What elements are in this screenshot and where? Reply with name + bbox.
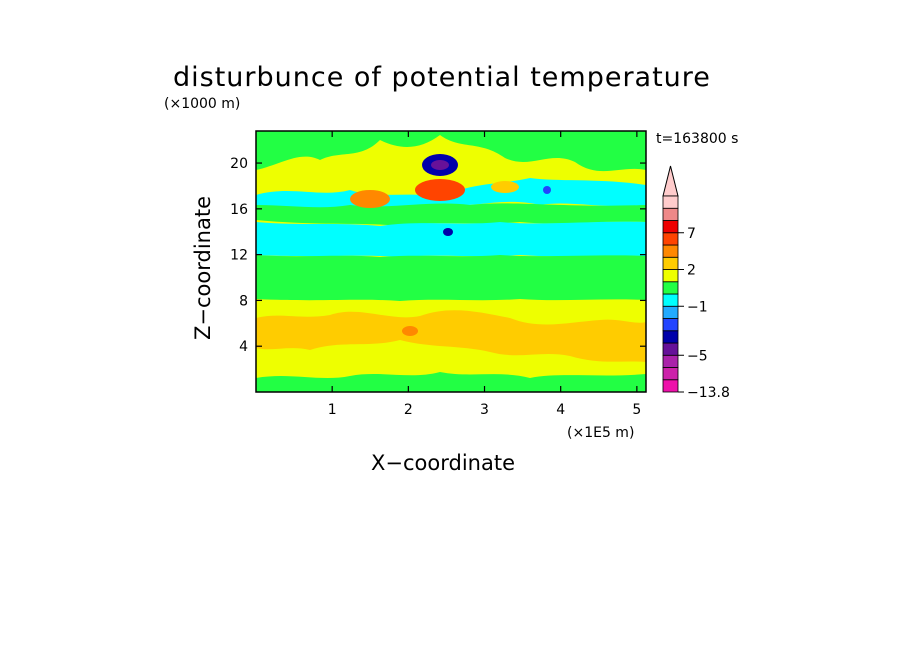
band-green-top: [256, 131, 646, 172]
colorbar-cell: [662, 354, 679, 368]
colorbar-cell: [662, 342, 679, 356]
band-green: [256, 255, 646, 301]
colorbar-cell: [662, 195, 679, 209]
y-tick-label: 12: [230, 248, 248, 264]
colorbar: 7 2 −1 −5 −13.8: [662, 165, 730, 401]
colorbar-label: −1: [687, 299, 708, 315]
y-tick-label: 4: [239, 339, 248, 355]
colorbar-cell: [662, 281, 679, 295]
colorbar-label: −5: [687, 348, 708, 364]
chart-title: disturbunce of potential temperature: [173, 62, 711, 93]
x-tick-label: 1: [328, 402, 337, 418]
x-tick-label: 2: [404, 402, 413, 418]
feature-orange-mid: [491, 181, 519, 193]
contour-field: [256, 131, 646, 392]
colorbar-label: 7: [687, 226, 696, 242]
x-axis-ticks: 1 2 3 4 5: [328, 131, 641, 418]
band-orange-lower: [256, 310, 646, 362]
y-tick-label: 16: [230, 202, 248, 218]
plot-frame: [255, 130, 647, 393]
colorbar-label: −13.8: [687, 385, 730, 401]
colorbar-cell: [662, 269, 679, 283]
band-green-upper: [256, 203, 646, 226]
y-unit-label: (×1000 m): [164, 96, 240, 112]
colorbar-cell: [662, 367, 679, 381]
y-tick-label: 20: [230, 156, 248, 172]
x-axis-label: X−coordinate: [371, 451, 515, 475]
colorbar-label: 2: [687, 263, 696, 279]
x-unit-label: (×1E5 m): [567, 425, 634, 441]
feature-orange-low: [402, 326, 418, 336]
band-green-bottom: [256, 372, 646, 392]
colorbar-cell: [662, 220, 679, 234]
x-tick-label: 5: [632, 402, 641, 418]
colorbar-cell: [662, 232, 679, 246]
feature-blue-low: [443, 228, 453, 236]
colorbar-cell: [662, 244, 679, 258]
x-tick-label: 4: [556, 402, 565, 418]
colorbar-cell: [662, 330, 679, 344]
colorbar-extend-arrow: [662, 165, 679, 197]
band-cyan: [256, 221, 646, 257]
x-tick-label: 3: [480, 402, 489, 418]
y-axis-label: Z−coordinate: [191, 196, 215, 340]
colorbar-cell: [662, 256, 679, 270]
colorbar-cell: [662, 318, 679, 332]
y-axis-ticks: 4 8 12 16 20: [230, 156, 646, 355]
colorbar-cell: [662, 379, 679, 393]
feature-red-core: [415, 179, 465, 201]
colorbar-cell: [662, 293, 679, 307]
feature-navy-core: [431, 160, 449, 170]
feature-orange-left: [350, 190, 390, 208]
time-label: t=163800 s: [656, 131, 738, 147]
colorbar-cell: [662, 305, 679, 319]
feature-blue-right: [543, 186, 551, 194]
y-tick-label: 8: [239, 293, 248, 309]
colorbar-cell: [662, 207, 679, 221]
